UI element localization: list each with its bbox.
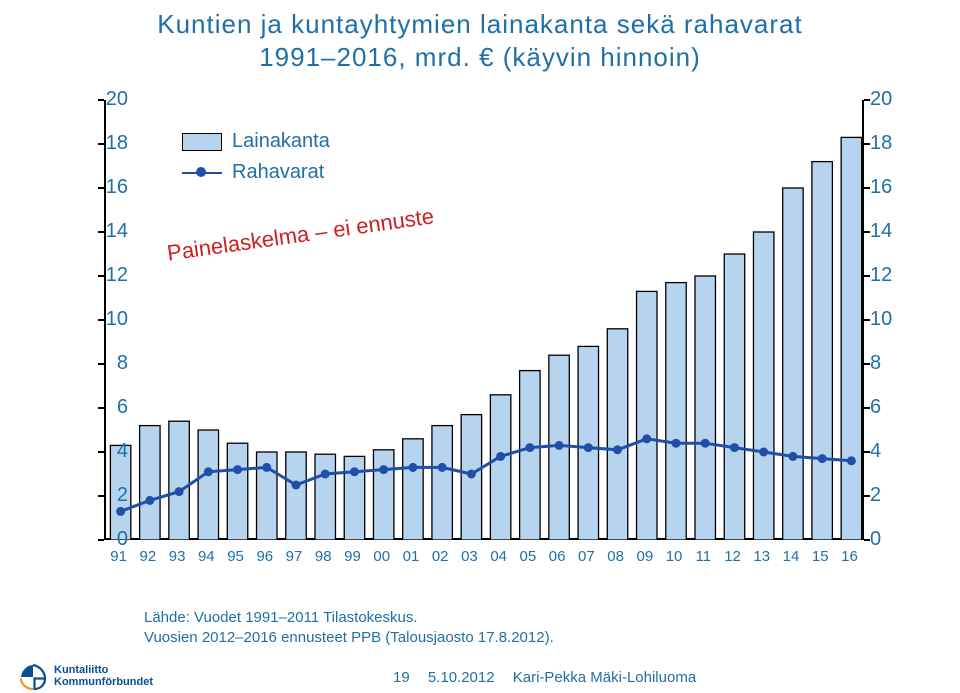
y-tick-left: 14 <box>88 220 128 243</box>
x-tick-label: 03 <box>455 548 484 568</box>
y-tick-left: 4 <box>88 440 128 463</box>
x-tick-label: 16 <box>835 548 864 568</box>
x-tick-label: 14 <box>776 548 805 568</box>
y-tick-left: 12 <box>88 264 128 287</box>
page-number: 19 <box>393 669 410 686</box>
y-tick-right: 20 <box>870 88 910 111</box>
title-line-1: Kuntien ja kuntayhtymien lainakanta sekä… <box>157 9 802 39</box>
footer-author: Kari-Pekka Mäki-Lohiluoma <box>513 669 696 686</box>
x-tick-label: 13 <box>747 548 776 568</box>
x-tick-label: 08 <box>601 548 630 568</box>
legend-line-swatch <box>182 172 222 174</box>
x-tick-label: 93 <box>162 548 191 568</box>
logo-icon <box>18 662 48 692</box>
x-tick-label: 04 <box>484 548 513 568</box>
y-tick-left: 8 <box>88 352 128 375</box>
y-tick-right: 14 <box>870 220 910 243</box>
source-line-2: Vuosien 2012–2016 ennusteet PPB (Talousj… <box>144 629 554 646</box>
x-tick-label: 09 <box>630 548 659 568</box>
legend-line-row: Rahavarat <box>182 161 330 184</box>
y-tick-right: 6 <box>870 396 910 419</box>
y-tick-left: 0 <box>88 528 128 551</box>
x-tick-label: 99 <box>338 548 367 568</box>
footer-date: 5.10.2012 <box>428 669 495 686</box>
x-tick-label: 98 <box>309 548 338 568</box>
x-tick-label: 97 <box>279 548 308 568</box>
y-tick-right: 8 <box>870 352 910 375</box>
y-tick-left: 2 <box>88 484 128 507</box>
legend-bar-row: Lainakanta <box>182 130 330 153</box>
annotation-text: Painelaskelma – ei ennuste <box>166 203 436 266</box>
source-text: Lähde: Vuodet 1991–2011 Tilastokeskus. V… <box>144 608 554 647</box>
x-tick-label: 10 <box>659 548 688 568</box>
x-tick-label: 95 <box>221 548 250 568</box>
x-tick-label: 01 <box>396 548 425 568</box>
y-tick-left: 18 <box>88 132 128 155</box>
x-tick-label: 00 <box>367 548 396 568</box>
x-tick-label: 92 <box>133 548 162 568</box>
legend-bar-label: Lainakanta <box>232 130 330 153</box>
source-line-1: Lähde: Vuodet 1991–2011 Tilastokeskus. <box>144 609 418 626</box>
y-tick-right: 18 <box>870 132 910 155</box>
x-tick-label: 02 <box>426 548 455 568</box>
plot-frame: Lainakanta Rahavarat Painelaskelma – ei … <box>104 100 864 540</box>
logo-line-2: Kommunförbundet <box>54 677 153 689</box>
footer-meta: 19 5.10.2012 Kari-Pekka Mäki-Lohiluoma <box>393 669 710 686</box>
legend-bar-swatch <box>182 133 222 151</box>
y-tick-right: 10 <box>870 308 910 331</box>
x-tick-label: 12 <box>718 548 747 568</box>
x-tick-label: 94 <box>192 548 221 568</box>
chart-title: Kuntien ja kuntayhtymien lainakanta sekä… <box>80 8 880 73</box>
legend-line-label: Rahavarat <box>232 161 324 184</box>
y-tick-left: 20 <box>88 88 128 111</box>
y-tick-right: 12 <box>870 264 910 287</box>
legend: Lainakanta Rahavarat <box>182 130 330 192</box>
x-tick-label: 11 <box>689 548 718 568</box>
chart-area: Lainakanta Rahavarat Painelaskelma – ei … <box>74 90 894 580</box>
x-tick-label: 06 <box>543 548 572 568</box>
logo-text: Kuntaliitto Kommunförbundet <box>54 665 153 688</box>
x-tick-label: 07 <box>572 548 601 568</box>
logo: Kuntaliitto Kommunförbundet <box>18 662 153 692</box>
footer: Kuntaliitto Kommunförbundet 19 5.10.2012… <box>0 661 960 693</box>
y-tick-left: 16 <box>88 176 128 199</box>
title-line-2: 1991–2016, mrd. € (käyvin hinnoin) <box>259 42 701 72</box>
y-tick-right: 16 <box>870 176 910 199</box>
y-tick-right: 0 <box>870 528 910 551</box>
y-tick-left: 10 <box>88 308 128 331</box>
y-tick-right: 4 <box>870 440 910 463</box>
x-tick-label: 05 <box>513 548 542 568</box>
x-tick-label: 91 <box>104 548 133 568</box>
x-axis-labels: 9192939495969798990001020304050607080910… <box>104 548 864 568</box>
y-tick-left: 6 <box>88 396 128 419</box>
x-tick-label: 96 <box>250 548 279 568</box>
x-tick-label: 15 <box>806 548 835 568</box>
y-tick-right: 2 <box>870 484 910 507</box>
